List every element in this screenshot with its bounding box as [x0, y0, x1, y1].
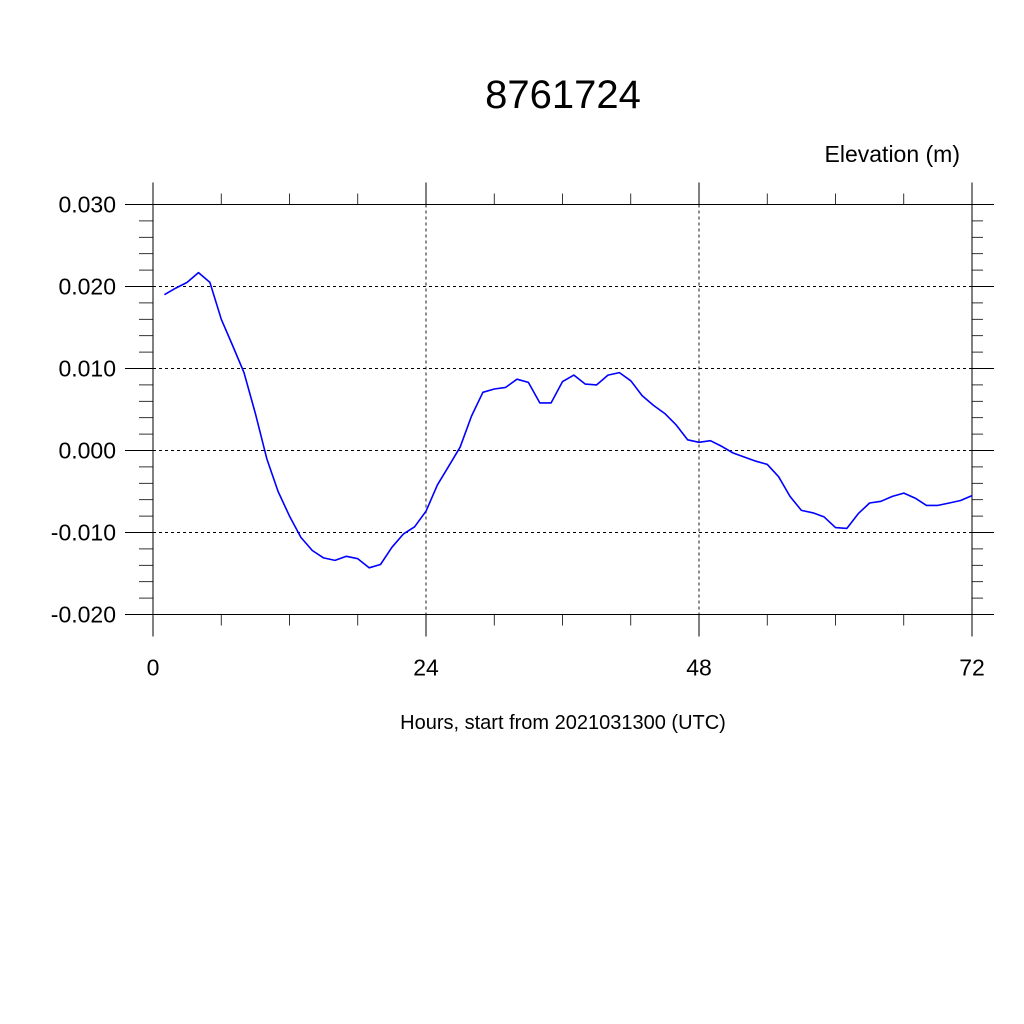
axis-ticks: [125, 182, 994, 637]
y-tick-labels: -0.020 -0.010 0.000 0.010 0.020 0.030: [51, 192, 116, 628]
grid: [152, 204, 973, 615]
x-tick-label: 72: [959, 655, 985, 681]
y-tick-label: 0.010: [58, 356, 116, 382]
y-tick-label: -0.010: [51, 520, 116, 546]
x-tick-label: 48: [686, 655, 712, 681]
y-tick-label: 0.030: [58, 192, 116, 218]
x-tick-labels: 0 24 48 72: [147, 655, 985, 681]
y-tick-label: 0.000: [58, 438, 116, 464]
y-axis-unit-label: Elevation (m): [825, 141, 960, 167]
x-tick-label: 24: [413, 655, 439, 681]
y-tick-label: -0.020: [51, 602, 116, 628]
elevation-series-line: [163, 271, 973, 569]
chart-title: 8761724: [485, 73, 641, 117]
x-tick-label: 0: [147, 655, 160, 681]
plot-frame: [152, 204, 973, 615]
x-axis-label: Hours, start from 2021031300 (UTC): [400, 712, 726, 734]
y-tick-label: 0.020: [58, 274, 116, 300]
